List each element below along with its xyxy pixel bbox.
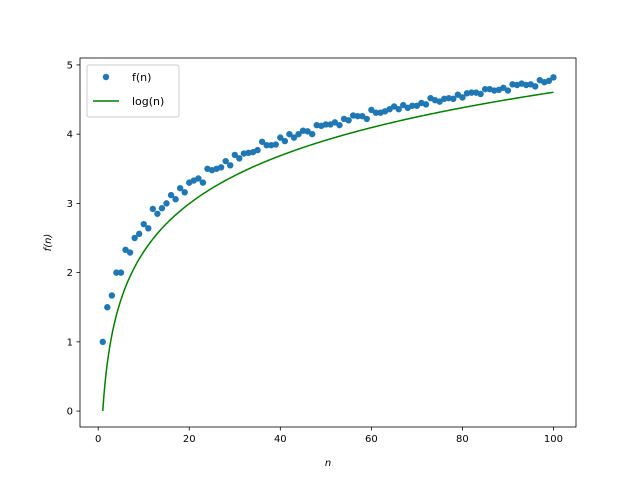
scatter-point — [263, 142, 270, 149]
scatter-point — [281, 137, 289, 145]
scatter-point — [99, 338, 106, 346]
scatter-point — [459, 94, 466, 101]
scatter-point — [158, 205, 166, 212]
scatter-point — [354, 112, 361, 120]
y-tick-label: 5 — [67, 60, 73, 71]
scatter-point — [222, 157, 229, 165]
scatter-point — [272, 141, 279, 148]
scatter-point — [308, 130, 316, 138]
scatter-point — [481, 85, 489, 93]
scatter-point — [254, 146, 261, 154]
scatter-point — [149, 205, 157, 213]
scatter-point — [126, 249, 134, 256]
scatter-point — [468, 89, 475, 96]
y-tick-label: 4 — [67, 130, 73, 141]
y-tick-label: 2 — [67, 268, 73, 279]
scatter-point — [532, 83, 539, 90]
scatter-point — [131, 234, 138, 242]
scatter-point — [236, 155, 243, 162]
x-tick-label: 80 — [456, 434, 469, 445]
scatter-point — [345, 117, 352, 124]
scatter-point — [286, 130, 293, 138]
scatter-point — [295, 130, 302, 138]
scatter-point — [167, 191, 175, 199]
scatter-point — [363, 115, 371, 123]
scatter-point — [104, 304, 111, 311]
scatter-point — [372, 109, 380, 116]
scatter-point — [545, 77, 553, 85]
scatter-point — [504, 87, 512, 94]
scatter-point — [227, 162, 234, 169]
x-axis: 0 20 40 60 80 100 — [95, 427, 563, 445]
scatter-series-f-n — [99, 74, 557, 346]
x-tick-label: 0 — [95, 434, 101, 445]
legend-box — [86, 64, 180, 118]
y-axis-label: f(n) — [43, 234, 54, 252]
scatter-point — [336, 121, 343, 129]
scatter-point — [176, 184, 184, 192]
scatter-point — [113, 269, 120, 276]
scatter-point — [145, 225, 152, 232]
x-axis-label: n — [325, 458, 331, 469]
scatter-point — [409, 102, 416, 109]
y-tick-label: 3 — [67, 199, 73, 210]
scatter-point — [199, 179, 207, 186]
y-axis: 0 1 2 3 4 5 — [67, 60, 80, 418]
scatter-point — [290, 134, 298, 141]
scatter-point — [217, 164, 225, 171]
scatter-point — [172, 196, 179, 203]
x-tick-label: 40 — [274, 434, 287, 445]
scatter-point — [550, 74, 557, 81]
scatter-point — [231, 151, 238, 159]
scatter-point — [277, 134, 284, 141]
x-tick-label: 20 — [183, 434, 196, 445]
legend-label-f-n: f(n) — [132, 71, 151, 84]
legend-label-log-n: log(n) — [132, 95, 164, 108]
scatter-point — [258, 138, 266, 145]
scatter-point — [477, 90, 484, 98]
scatter-point — [450, 95, 457, 103]
plot-frame — [79, 57, 577, 428]
scatter-point — [195, 175, 202, 182]
legend: f(n) log(n) — [86, 64, 180, 118]
line-series-log-n — [102, 91, 554, 412]
scatter-point — [140, 220, 147, 228]
scatter-point — [422, 101, 430, 108]
y-tick-label: 1 — [67, 337, 73, 348]
legend-marker-f-n — [102, 73, 110, 81]
scatter-point — [395, 106, 402, 113]
scatter-point — [181, 189, 188, 196]
x-tick-label: 100 — [544, 434, 563, 445]
y-tick-label: 0 — [67, 407, 73, 418]
scatter-point — [163, 200, 170, 207]
x-tick-label: 60 — [365, 434, 378, 445]
scatter-point — [154, 210, 161, 217]
scatter-point — [117, 269, 125, 276]
scatter-point — [108, 292, 116, 299]
scatter-point — [322, 121, 330, 128]
plot-area — [99, 74, 557, 412]
scatter-point — [135, 230, 143, 238]
